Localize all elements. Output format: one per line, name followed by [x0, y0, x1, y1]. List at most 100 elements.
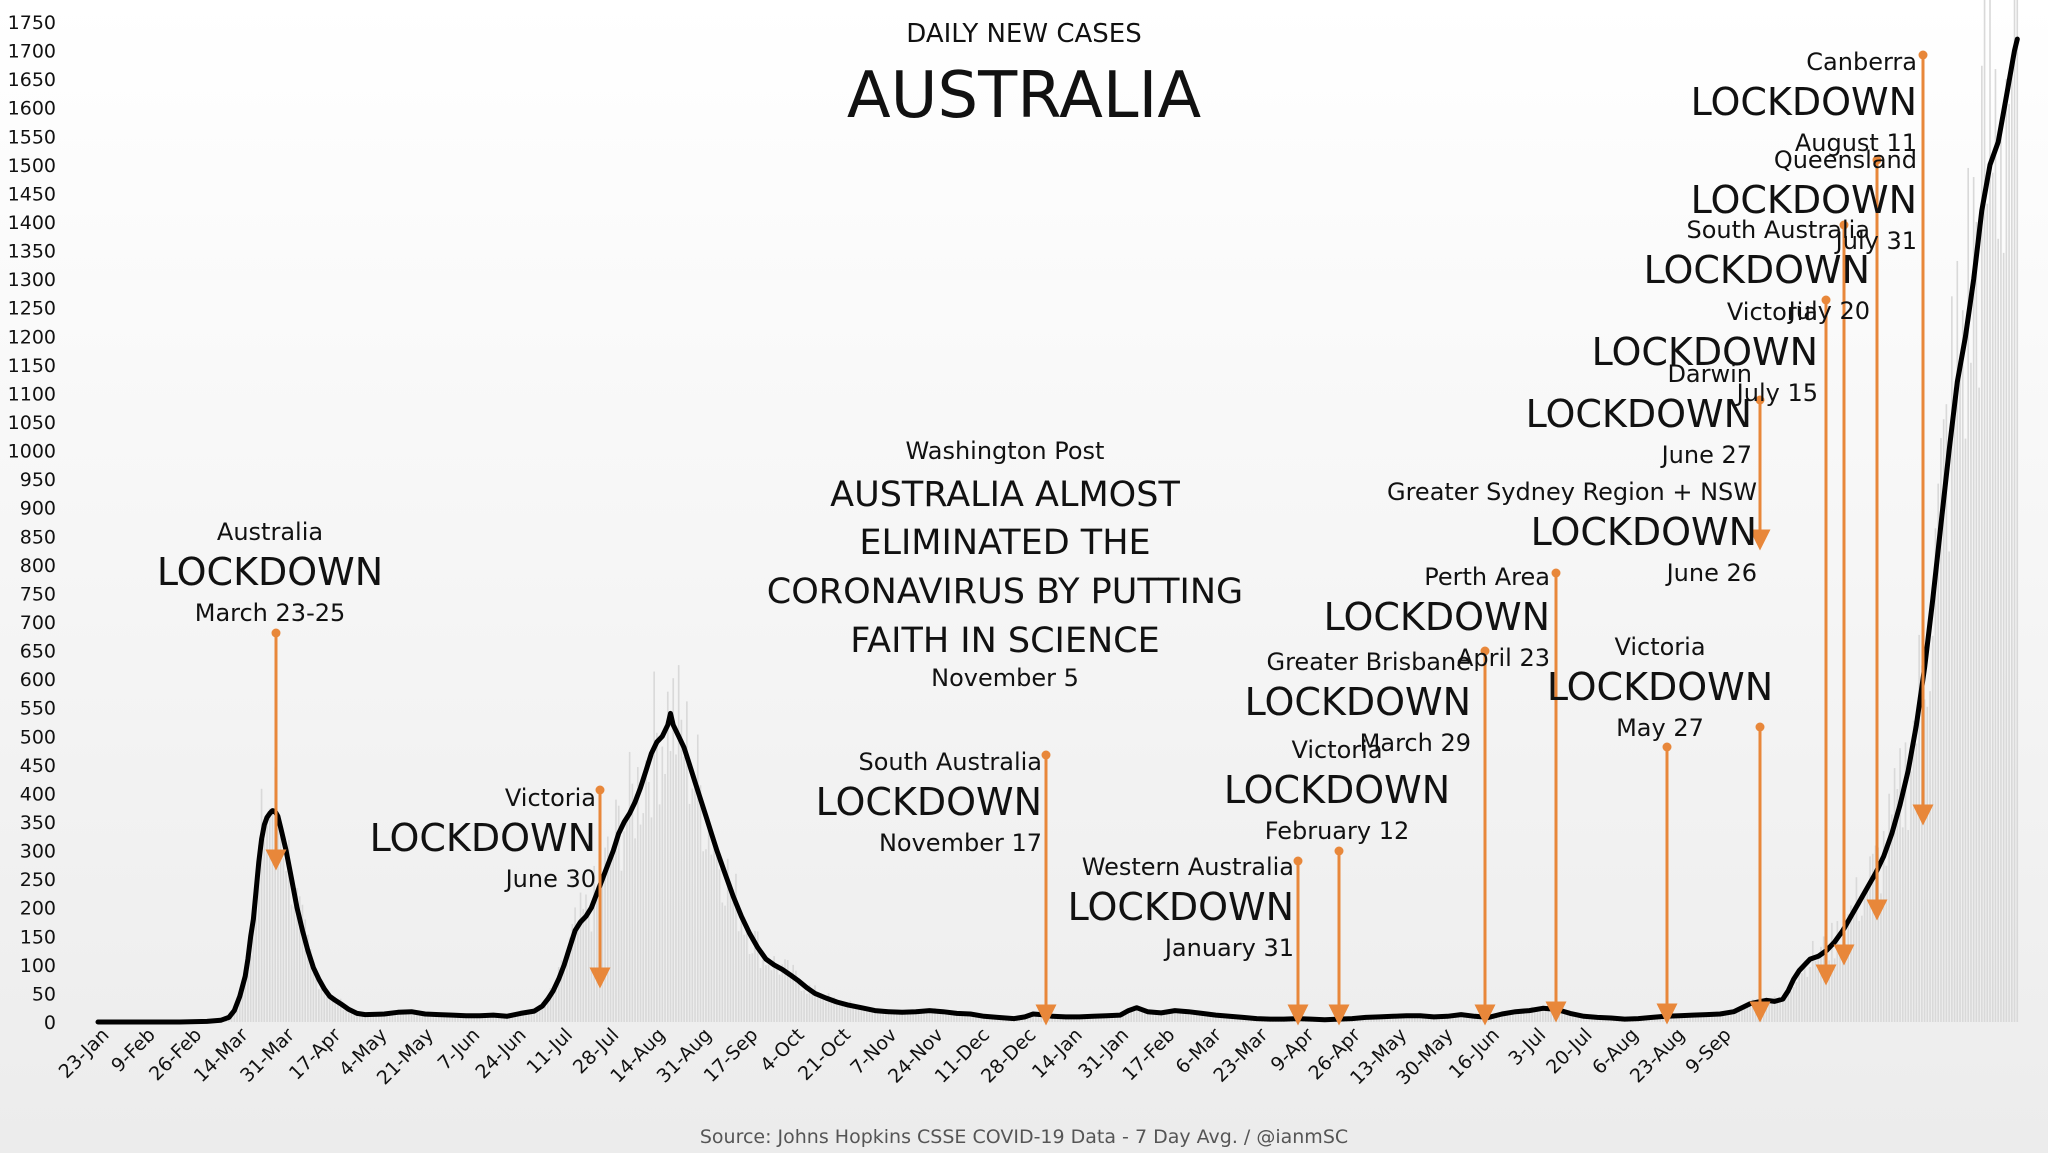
daily-bar: [1383, 1017, 1386, 1022]
daily-bar: [1231, 1016, 1233, 1022]
daily-bar: [440, 1015, 443, 1022]
daily-bar: [337, 1004, 339, 1022]
daily-bar: [260, 788, 263, 1022]
y-tick-label: 750: [20, 583, 56, 605]
daily-bar: [323, 990, 326, 1022]
daily-bar: [1073, 1017, 1075, 1022]
y-tick-label: 1750: [8, 12, 56, 34]
daily-bar: [1413, 1014, 1416, 1022]
daily-bar: [1370, 1018, 1372, 1022]
daily-bar: [746, 931, 748, 1022]
daily-bar: [985, 1016, 988, 1022]
daily-bar: [459, 1016, 462, 1022]
annotation-lockdown: LOCKDOWN: [1068, 885, 1294, 929]
daily-bar: [1967, 167, 1970, 1023]
annotation-2: Victoria LOCKDOWN June 30: [370, 784, 596, 893]
daily-bar: [612, 851, 615, 1022]
daily-bar: [1146, 1012, 1149, 1022]
y-tick-label: 0: [44, 1012, 56, 1034]
daily-bar: [1801, 973, 1803, 1022]
daily-bar: [675, 754, 677, 1022]
daily-bar: [1124, 1010, 1127, 1022]
daily-bar: [765, 965, 767, 1022]
daily-bar: [1239, 1018, 1242, 1022]
daily-bar: [912, 1013, 914, 1022]
daily-bar: [1970, 362, 1972, 1022]
daily-bar: [718, 869, 721, 1022]
daily-bar: [266, 819, 268, 1022]
daily-bar: [647, 781, 650, 1022]
daily-bar: [1059, 1017, 1062, 1022]
daily-bar: [457, 1014, 459, 1022]
daily-bar: [536, 1009, 538, 1022]
daily-bar: [1869, 856, 1871, 1022]
daily-bar: [947, 1012, 950, 1022]
daily-bar: [2008, 104, 2010, 1023]
daily-bar: [1746, 1007, 1749, 1022]
daily-bar: [1711, 1015, 1713, 1022]
daily-bar: [1891, 814, 1893, 1022]
daily-bar: [936, 1009, 939, 1022]
daily-bar: [1187, 1013, 1190, 1022]
daily-bar: [1735, 1009, 1738, 1022]
annotation-place: Perth Area: [1424, 563, 1550, 591]
daily-bar: [1882, 831, 1885, 1022]
daily-bar: [1926, 706, 1929, 1022]
daily-bar: [955, 1014, 958, 1022]
daily-bar: [1127, 1010, 1130, 1022]
annotation-date: May 27: [1616, 714, 1704, 742]
daily-bar: [1561, 1012, 1563, 1022]
daily-bar: [432, 1014, 435, 1022]
daily-bar: [656, 732, 658, 1022]
daily-bar: [601, 884, 604, 1022]
daily-bar: [795, 970, 797, 1022]
daily-bar: [1863, 888, 1866, 1022]
daily-bar: [724, 905, 726, 1022]
daily-bar: [759, 968, 762, 1022]
daily-bar: [620, 870, 623, 1022]
annotation-lockdown: LOCKDOWN: [1531, 510, 1757, 554]
y-tick-label: 1500: [8, 155, 56, 177]
daily-bar: [737, 931, 740, 1022]
daily-bar: [904, 1012, 906, 1022]
daily-bar: [1160, 1012, 1163, 1022]
daily-bar: [497, 1015, 500, 1022]
daily-bar: [1165, 1013, 1168, 1022]
chart-subtitle: DAILY NEW CASES: [906, 19, 1141, 49]
daily-bar: [1195, 1014, 1198, 1022]
daily-bar: [301, 904, 304, 1022]
daily-bar: [590, 931, 593, 1022]
daily-bar: [1081, 1017, 1083, 1022]
y-tick-label: 350: [20, 812, 56, 834]
y-tick-label: 1150: [8, 355, 56, 377]
daily-bar: [1787, 993, 1790, 1022]
y-tick-label: 1050: [8, 412, 56, 434]
daily-bar: [517, 1015, 519, 1022]
headline-line-2: ELIMINATED THE: [859, 523, 1150, 563]
daily-bar: [247, 971, 249, 1022]
daily-bar: [1771, 1001, 1773, 1022]
daily-bar: [1948, 551, 1950, 1022]
daily-bar: [1520, 1009, 1522, 1022]
daily-bar: [1743, 1003, 1746, 1022]
daily-bar: [541, 1002, 544, 1022]
daily-bar: [1157, 1012, 1160, 1022]
daily-bar: [909, 1012, 912, 1022]
daily-bar: [1539, 1008, 1541, 1022]
daily-bar: [1719, 1015, 1721, 1022]
daily-bar: [1400, 1015, 1402, 1022]
daily-bar: [1141, 1007, 1143, 1022]
daily-bar: [527, 1011, 530, 1022]
y-tick-label: 400: [20, 783, 56, 805]
daily-bar: [1596, 1018, 1599, 1022]
annotation-lockdown: LOCKDOWN: [157, 550, 383, 594]
daily-bar: [1424, 1016, 1427, 1022]
daily-bar: [1198, 1013, 1201, 1022]
daily-bar: [1495, 1014, 1498, 1022]
daily-bar: [658, 804, 661, 1022]
daily-bar: [975, 1014, 977, 1022]
daily-bar: [1154, 1011, 1157, 1022]
daily-bar: [435, 1016, 437, 1022]
daily-bar: [263, 838, 266, 1022]
y-tick-label: 850: [20, 526, 56, 548]
